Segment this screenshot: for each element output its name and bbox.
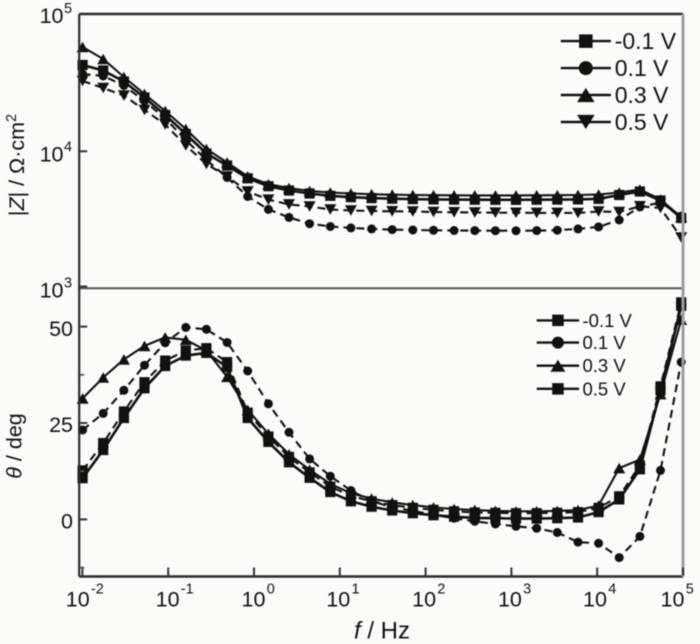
svg-text:3: 3 xyxy=(523,582,531,598)
svg-text:-0.1 V: -0.1 V xyxy=(583,310,633,331)
svg-text:0.3 V: 0.3 V xyxy=(615,82,669,108)
svg-text:10: 10 xyxy=(242,588,266,612)
svg-text:0: 0 xyxy=(267,582,275,598)
svg-text:10: 10 xyxy=(40,279,64,303)
svg-text:10: 10 xyxy=(40,4,64,28)
svg-text:|Z| / Ω·cm2: |Z| / Ω·cm2 xyxy=(4,114,29,216)
svg-text:10: 10 xyxy=(583,588,607,612)
svg-text:0.5 V: 0.5 V xyxy=(583,378,627,399)
svg-text:2: 2 xyxy=(437,582,445,598)
svg-text:-1: -1 xyxy=(181,582,194,598)
svg-text:10: 10 xyxy=(66,588,90,612)
svg-text:0.1 V: 0.1 V xyxy=(615,55,669,81)
svg-text:3: 3 xyxy=(64,276,72,292)
svg-text:5: 5 xyxy=(686,582,694,598)
svg-text:0: 0 xyxy=(61,510,73,534)
svg-text:10: 10 xyxy=(156,588,180,612)
svg-text:10: 10 xyxy=(326,588,350,612)
svg-text:0.3 V: 0.3 V xyxy=(583,355,627,376)
svg-text:-2: -2 xyxy=(91,582,104,598)
svg-text:-0.1 V: -0.1 V xyxy=(615,28,677,54)
svg-text:10: 10 xyxy=(498,588,522,612)
svg-text:10: 10 xyxy=(412,588,436,612)
svg-text:0.1 V: 0.1 V xyxy=(583,332,627,353)
svg-text:5: 5 xyxy=(64,1,72,17)
svg-text:0.5 V: 0.5 V xyxy=(615,109,669,135)
svg-text:25: 25 xyxy=(49,413,73,437)
svg-text:10: 10 xyxy=(661,588,685,612)
svg-text:50: 50 xyxy=(49,317,73,341)
svg-text:1: 1 xyxy=(352,582,360,598)
svg-text:4: 4 xyxy=(64,140,72,156)
svg-text:f / Hz: f / Hz xyxy=(354,618,410,644)
svg-text:4: 4 xyxy=(608,582,616,598)
svg-text:θ / deg: θ / deg xyxy=(3,413,27,478)
svg-text:10: 10 xyxy=(40,143,64,167)
